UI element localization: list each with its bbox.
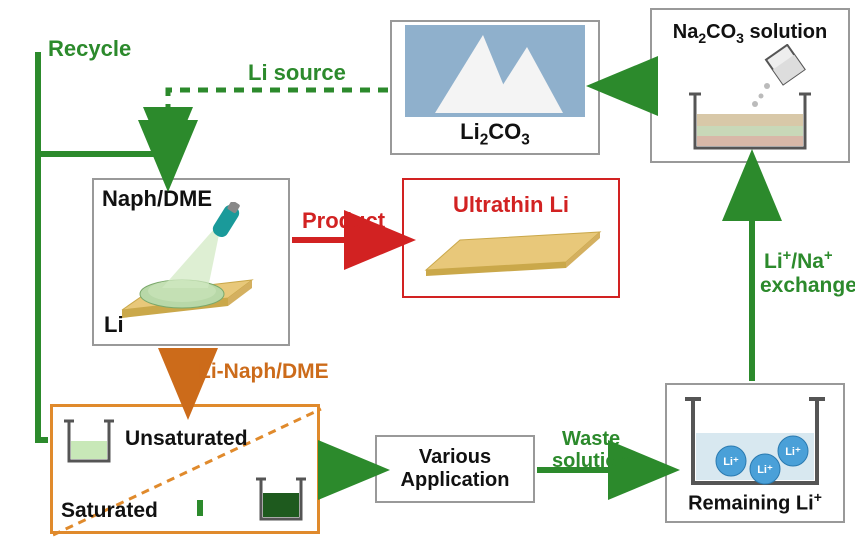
na2co3-title: Na2CO3 solution	[673, 21, 828, 46]
li-na-exchange-2: exchange	[760, 274, 855, 298]
na2co3-beaker-icon	[665, 44, 835, 154]
svg-text:Li⁺: Li⁺	[723, 456, 739, 468]
unsaturated-label: Unsaturated	[125, 427, 248, 451]
waste-solution-label-1: Waste	[562, 428, 620, 451]
various-line2: Application	[401, 469, 510, 492]
li-naph-dme-box: Unsaturated Saturated	[50, 404, 320, 534]
unsaturated-beaker-icon	[61, 415, 117, 467]
naph-dme-box: Naph/DME Li	[92, 178, 290, 346]
spray-illustration	[100, 202, 280, 332]
ultrathin-li-title: Ultrathin Li	[453, 192, 569, 218]
li-label: Li	[104, 312, 124, 338]
various-application-box: Various Application	[375, 435, 535, 503]
remaining-caption: Remaining Li+	[688, 489, 822, 516]
saturated-beaker-icon	[253, 473, 309, 525]
recycle-label: Recycle	[48, 36, 131, 62]
waste-solution-label-2: solution	[552, 450, 630, 473]
svg-text:Li⁺: Li⁺	[785, 446, 801, 458]
li-source-label: Li source	[248, 60, 346, 86]
li2co3-mountain-icon	[405, 25, 585, 117]
li2co3-box: Li2CO3	[390, 20, 600, 155]
li-na-exchange-1: Li+/Na+	[764, 248, 833, 274]
li-naph-dme-label: Li-Naph/DME	[198, 360, 329, 384]
na2co3-box: Na2CO3 solution	[650, 8, 850, 163]
remaining-li-box: Li⁺ Li⁺ Li⁺ Remaining Li+	[665, 383, 845, 523]
ultrathin-foil-icon	[416, 218, 606, 288]
ultrathin-li-box: Ultrathin Li	[402, 178, 620, 298]
remaining-beaker-icon: Li⁺ Li⁺ Li⁺	[675, 391, 835, 491]
saturated-label: Saturated	[61, 499, 158, 523]
svg-text:Li⁺: Li⁺	[757, 464, 773, 476]
li2co3-caption: Li2CO3	[460, 119, 530, 149]
product-label: Product	[302, 208, 385, 234]
various-line1: Various	[419, 446, 491, 469]
